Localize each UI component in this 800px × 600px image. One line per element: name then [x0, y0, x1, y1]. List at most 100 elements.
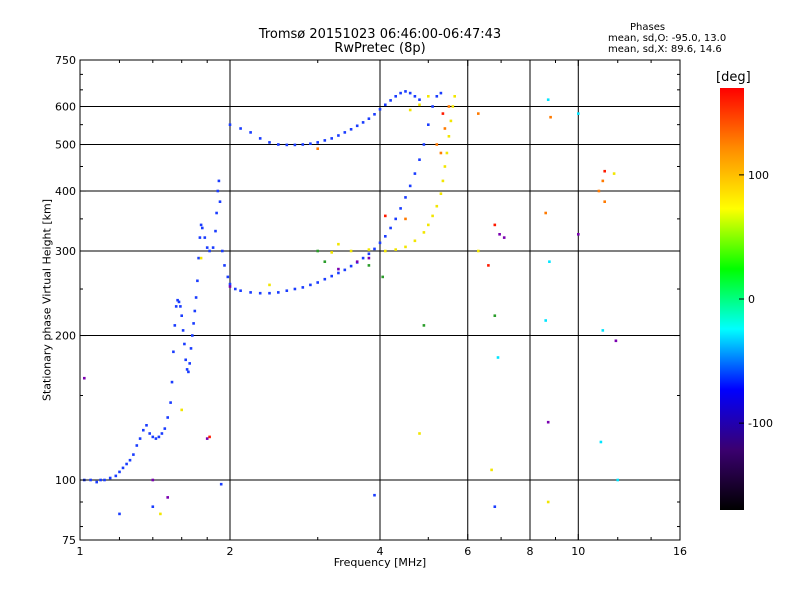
echo-point — [160, 432, 164, 435]
echo-point — [361, 256, 365, 260]
echo-point — [95, 480, 98, 484]
echo-point — [614, 339, 618, 343]
echo-point — [196, 279, 199, 283]
echo-point — [121, 466, 125, 470]
echo-point — [367, 117, 371, 120]
echo-point — [214, 229, 217, 233]
echo-point — [138, 437, 142, 440]
echo-point — [83, 376, 86, 380]
echo-point — [546, 98, 550, 101]
echo-point — [394, 95, 397, 98]
echo-point — [502, 236, 506, 239]
echo-point — [441, 179, 445, 183]
echo-point — [367, 252, 371, 256]
echo-point — [166, 416, 169, 419]
echo-point — [108, 476, 112, 480]
y-tick-label: 400 — [55, 185, 76, 198]
echo-point — [323, 260, 327, 263]
echo-point — [285, 143, 289, 147]
echo-point — [404, 196, 407, 199]
echo-point — [219, 482, 223, 486]
echo-point — [493, 314, 497, 317]
echo-point — [337, 271, 340, 275]
echo-point — [228, 285, 232, 288]
echo-point — [577, 233, 580, 236]
echo-point — [277, 143, 280, 146]
echo-point — [477, 249, 480, 253]
echo-point — [89, 478, 92, 482]
echo-point — [384, 249, 387, 253]
x-tick-label: 16 — [673, 545, 687, 558]
echo-point — [498, 233, 501, 236]
echo-point — [373, 113, 376, 116]
x-tick-label: 6 — [464, 545, 471, 558]
echo-point — [185, 368, 189, 371]
echo-point — [355, 124, 359, 128]
echo-point — [301, 286, 305, 289]
echo-point — [422, 324, 426, 327]
echo-point — [173, 324, 177, 327]
echo-point — [349, 249, 353, 253]
echo-point — [413, 172, 417, 175]
echo-point — [151, 435, 155, 439]
echo-point — [349, 128, 353, 131]
echo-point — [189, 347, 193, 350]
echo-point — [404, 217, 407, 221]
echo-point — [603, 169, 606, 173]
echo-point — [148, 432, 151, 435]
x-tick-label: 2 — [227, 545, 234, 558]
echo-point — [208, 249, 211, 253]
phases-x-stats: mean, sd,X: 89.6, 14.6 — [608, 44, 722, 55]
echo-point — [197, 256, 200, 260]
echo-points — [83, 90, 619, 516]
echo-point — [157, 435, 161, 439]
echo-point — [114, 474, 118, 478]
echo-point — [184, 358, 187, 362]
echo-point — [435, 95, 439, 98]
echo-point — [285, 289, 289, 292]
echo-point — [394, 248, 397, 251]
echo-point — [487, 264, 490, 267]
x-axis-label: Frequency [MHz] — [333, 556, 427, 569]
colorbar-ticks: 100 0 -100 — [739, 169, 773, 430]
echo-point — [427, 95, 430, 98]
echo-point — [215, 211, 218, 215]
echo-point — [217, 179, 221, 183]
echo-point — [128, 458, 132, 462]
echo-point — [268, 283, 271, 287]
y-tick-label: 500 — [55, 139, 76, 152]
echo-point — [378, 108, 382, 111]
colorbar-unit-label: [deg] — [716, 70, 751, 85]
echo-point — [192, 322, 195, 325]
echo-point — [427, 123, 430, 126]
echo-point — [228, 123, 232, 126]
echo-point — [343, 131, 347, 134]
echo-point — [337, 267, 340, 271]
x-tick-label: 4 — [377, 545, 384, 558]
y-tick-label: 200 — [55, 330, 76, 343]
echo-point — [408, 108, 412, 112]
echo-point — [443, 165, 447, 168]
echo-point — [135, 444, 139, 447]
echo-point — [316, 141, 319, 144]
axis-ticks: 1 2 4 6 8 10 16 75 100 200 300 400 500 600 750 — [55, 54, 687, 558]
echo-point — [408, 91, 412, 95]
echo-point — [603, 200, 606, 203]
echo-point — [394, 217, 397, 221]
echo-point — [439, 192, 443, 195]
echo-point — [301, 143, 305, 146]
echo-point — [399, 91, 402, 95]
echo-point — [330, 274, 333, 278]
echo-point — [323, 139, 327, 142]
echo-point — [258, 137, 262, 140]
echo-point — [477, 112, 480, 115]
colorbar-tick-label: -100 — [748, 417, 773, 430]
echo-point — [418, 103, 421, 107]
echo-point — [221, 249, 224, 253]
echo-point — [330, 137, 333, 140]
echo-point — [205, 437, 209, 440]
echo-point — [422, 231, 426, 234]
echo-point — [316, 249, 319, 253]
echo-point — [597, 189, 601, 193]
